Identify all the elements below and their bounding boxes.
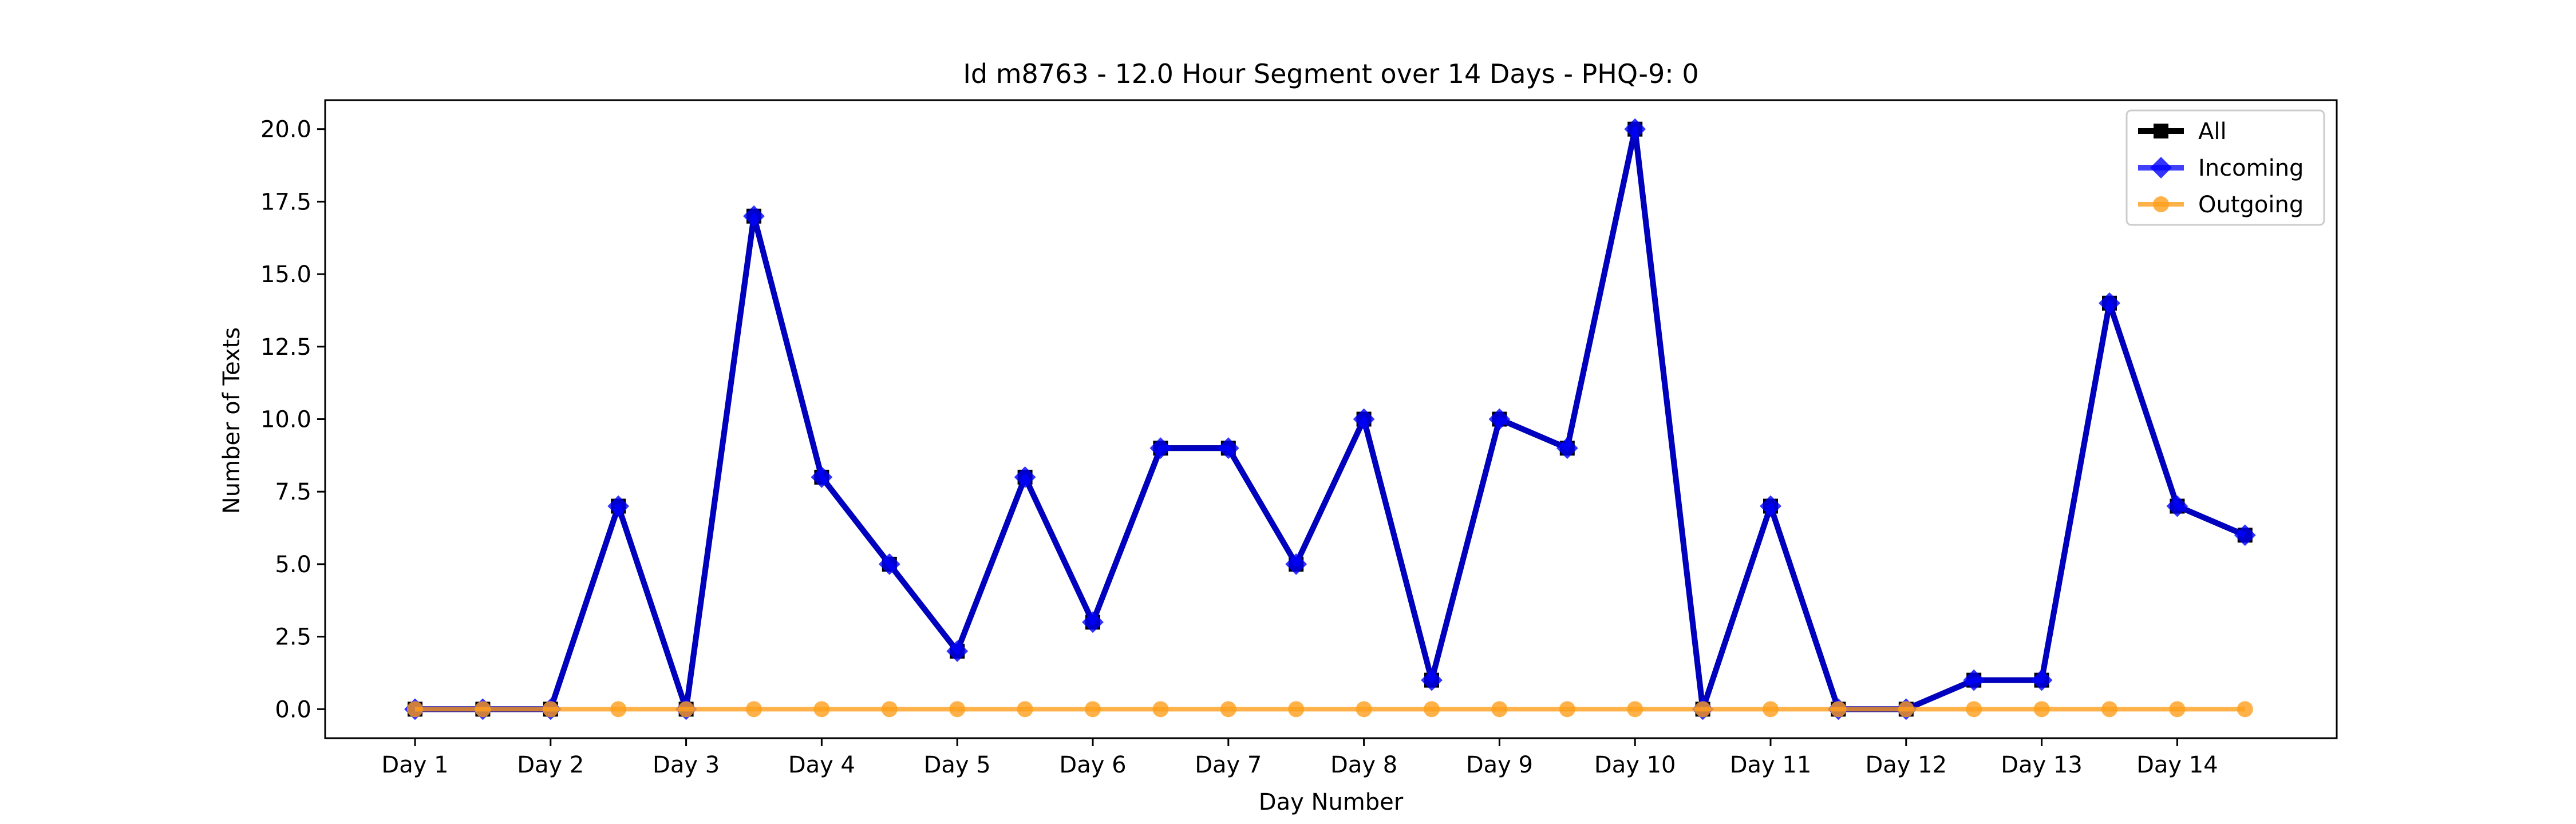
data-point-incoming <box>1421 669 1443 691</box>
data-point-incoming <box>2234 524 2256 546</box>
data-point-incoming <box>811 466 833 488</box>
x-tick-label: Day 2 <box>517 752 584 778</box>
data-point-incoming <box>1624 118 1646 140</box>
data-point-outgoing <box>1627 701 1643 718</box>
data-point-outgoing <box>1288 701 1305 718</box>
legend-marker-all <box>2154 124 2168 138</box>
data-point-outgoing <box>1898 701 1914 718</box>
y-tick-label: 17.5 <box>260 189 311 215</box>
y-tick-label: 20.0 <box>260 117 311 143</box>
data-point-outgoing <box>2237 701 2253 718</box>
x-tick-label: Day 8 <box>1330 752 1397 778</box>
data-point-incoming <box>1556 437 1578 459</box>
y-tick-label: 10.0 <box>260 407 311 433</box>
chart-title: Id m8763 - 12.0 Hour Segment over 14 Day… <box>963 58 1698 89</box>
legend: All Incoming Outgoing <box>2125 109 2325 226</box>
x-tick-label: Day 4 <box>788 752 855 778</box>
legend-marker-outgoing <box>2153 196 2169 212</box>
legend-box <box>2125 109 2325 226</box>
data-point-outgoing <box>1220 701 1236 718</box>
y-tick-label: 0.0 <box>275 696 311 723</box>
legend-label-outgoing: Outgoing <box>2198 192 2304 218</box>
data-point-outgoing <box>1830 701 1847 718</box>
x-tick-label: Day 7 <box>1195 752 1262 778</box>
data-point-incoming <box>946 640 969 662</box>
data-point-outgoing <box>542 701 559 718</box>
x-tick-label: Day 12 <box>1865 752 1947 778</box>
data-point-outgoing <box>1085 701 1101 718</box>
y-axis-label: Number of Texts <box>219 327 245 514</box>
x-tick-label: Day 5 <box>924 752 991 778</box>
data-point-outgoing <box>1491 701 1508 718</box>
data-point-outgoing <box>746 701 762 718</box>
series-outgoing <box>407 701 2253 718</box>
data-point-outgoing <box>2033 701 2050 718</box>
y-tick-label: 12.5 <box>260 334 311 360</box>
x-tick-label: Day 3 <box>653 752 720 778</box>
x-tick-label: Day 13 <box>2001 752 2083 778</box>
series-all <box>408 121 2253 717</box>
data-point-incoming <box>1014 466 1036 488</box>
y-tick-label: 15.0 <box>260 262 311 288</box>
data-point-incoming <box>1082 611 1104 633</box>
data-point-outgoing <box>1424 701 1440 718</box>
data-point-outgoing <box>1559 701 1575 718</box>
data-point-outgoing <box>1152 701 1169 718</box>
series-line-all <box>415 126 2246 712</box>
data-point-outgoing <box>1017 701 1033 718</box>
x-tick-label: Day 10 <box>1594 752 1676 778</box>
y-tick-label: 2.5 <box>275 624 311 651</box>
legend-marker-incoming <box>2150 157 2172 179</box>
data-point-incoming <box>2166 495 2188 517</box>
data-point-outgoing <box>610 701 627 718</box>
data-point-outgoing <box>2101 701 2117 718</box>
series-line-incoming <box>415 126 2246 712</box>
data-point-outgoing <box>949 701 966 718</box>
x-tick-label: Day 11 <box>1730 752 1812 778</box>
data-point-incoming <box>1488 408 1511 430</box>
x-axis-label: Day Number <box>1259 789 1404 815</box>
plot-frame <box>324 99 2338 739</box>
data-point-outgoing <box>2169 701 2186 718</box>
data-point-incoming <box>1760 495 1781 517</box>
legend-label-incoming: Incoming <box>2198 155 2304 181</box>
x-tick-label: Day 14 <box>2136 752 2218 778</box>
data-point-outgoing <box>1966 701 1982 718</box>
data-point-incoming <box>878 553 900 575</box>
data-point-outgoing <box>1694 701 1711 718</box>
data-point-outgoing <box>1356 701 1372 718</box>
plot-area: 0.0 2.5 5.0 7.5 10.0 12.5 15.0 17.5 20.0 Day 1 Day… <box>260 99 2338 778</box>
data-point-incoming <box>2099 292 2120 314</box>
y-tick-label: 7.5 <box>275 479 311 505</box>
data-point-incoming <box>607 495 630 517</box>
data-point-outgoing <box>475 701 491 718</box>
series-incoming <box>404 118 2256 720</box>
data-point-incoming <box>1285 553 1307 575</box>
data-point-outgoing <box>881 701 898 718</box>
data-point-outgoing <box>1763 701 1779 718</box>
y-tick-label: 5.0 <box>275 552 311 578</box>
data-point-incoming <box>1353 408 1375 430</box>
x-tick-label: Day 9 <box>1466 752 1533 778</box>
x-tick-label: Day 1 <box>381 752 448 778</box>
data-point-outgoing <box>813 701 830 718</box>
data-point-outgoing <box>407 701 423 718</box>
data-point-incoming <box>1217 437 1239 459</box>
data-point-incoming <box>1963 669 1985 691</box>
x-tick-label: Day 6 <box>1059 752 1126 778</box>
legend-label-all: All <box>2198 118 2227 145</box>
data-point-incoming <box>2030 669 2053 691</box>
data-point-outgoing <box>678 701 694 718</box>
data-point-incoming <box>1149 437 1172 459</box>
data-point-incoming <box>743 205 765 227</box>
